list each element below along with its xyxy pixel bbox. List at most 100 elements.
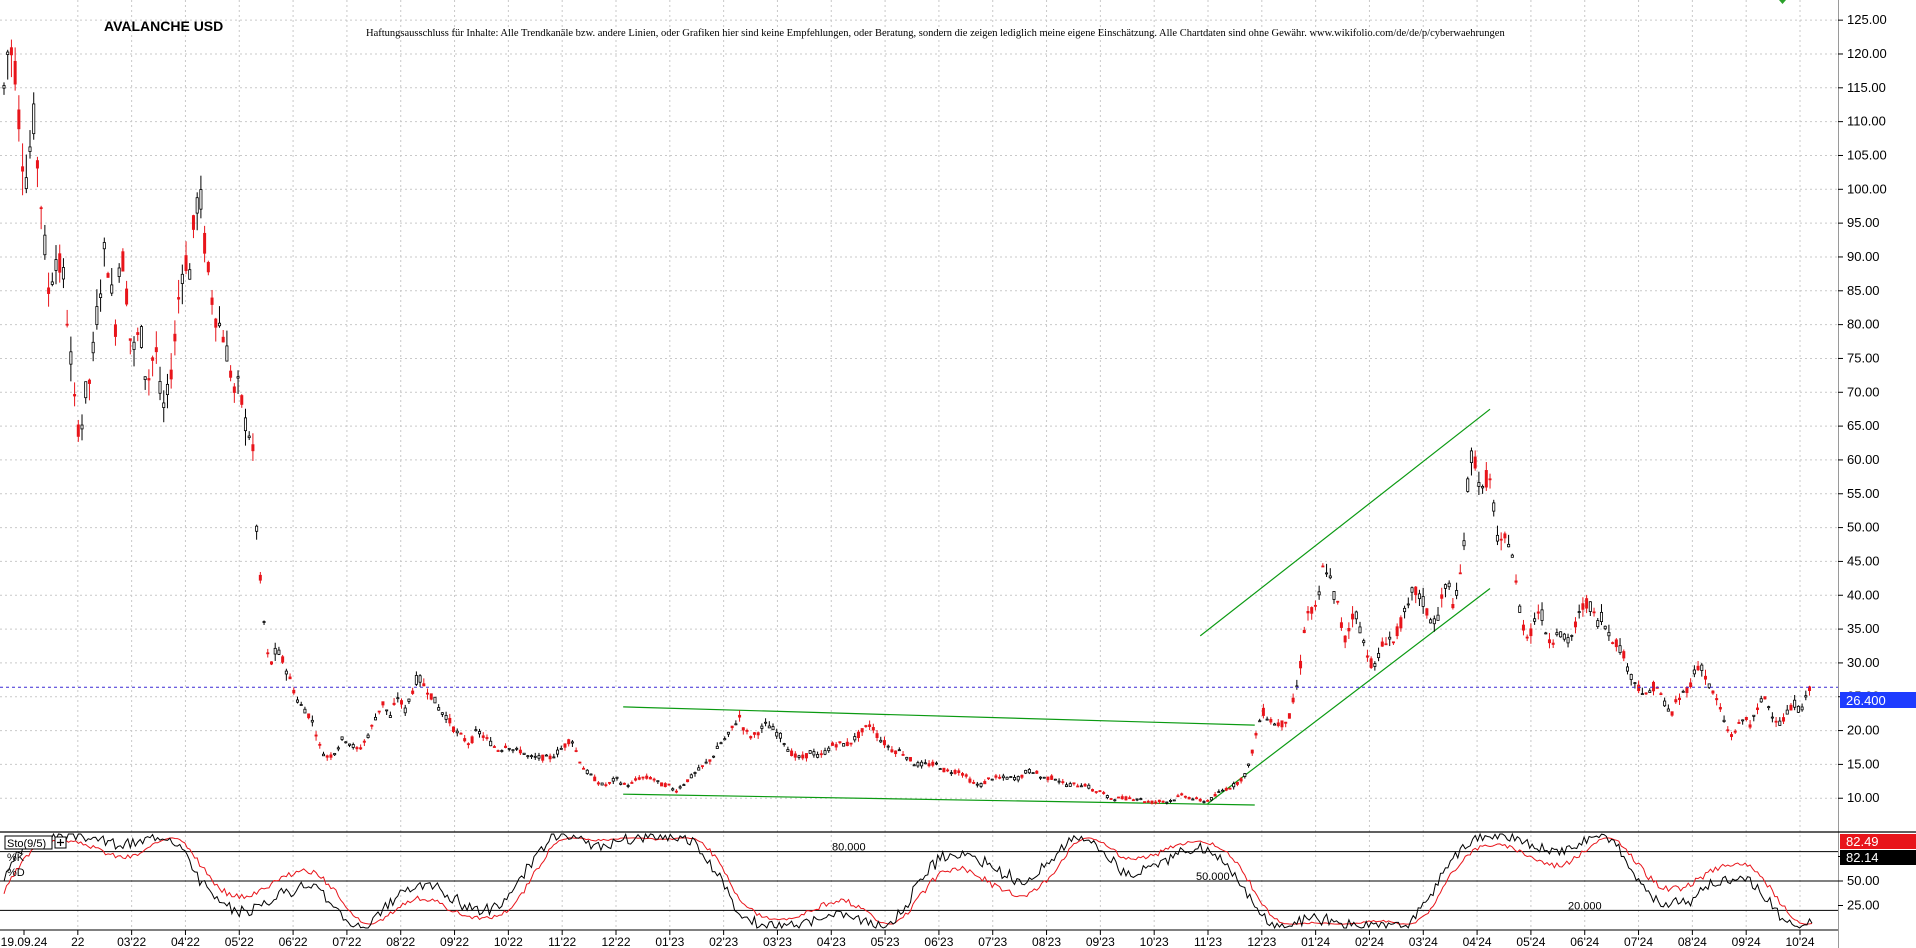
candle-body: [1640, 693, 1644, 696]
candle-body: [1525, 636, 1529, 639]
candle-body: [634, 778, 638, 781]
candle-body: [117, 267, 121, 277]
candle-body: [1804, 695, 1808, 698]
candle-body: [448, 717, 452, 724]
candle-body: [1005, 776, 1009, 780]
x-tick-label: 07'22: [332, 935, 361, 948]
candle-body: [151, 357, 155, 361]
candle-body: [697, 767, 701, 771]
candle-body: [418, 675, 422, 683]
x-tick-label: 03'23: [763, 935, 792, 948]
candle-body: [1529, 628, 1533, 637]
candle-body: [1143, 801, 1147, 804]
x-tick-label: 04'24: [1463, 935, 1492, 948]
candle-body: [797, 755, 801, 758]
candle-body: [1284, 721, 1288, 724]
candle-body: [1235, 781, 1239, 785]
candle-body: [682, 784, 686, 786]
candle-body: [771, 726, 775, 731]
candle-body: [1243, 773, 1247, 777]
candle-body: [1310, 607, 1314, 614]
candle-body: [775, 731, 779, 737]
candle-body: [1759, 698, 1763, 703]
candle-body: [1782, 717, 1786, 722]
candle-body: [1607, 632, 1611, 637]
candle-body: [1481, 486, 1485, 489]
candle-body: [1700, 664, 1704, 671]
candle-body: [957, 770, 961, 773]
candle-body: [388, 715, 392, 718]
candle-body: [723, 738, 727, 741]
candle-body: [712, 755, 716, 758]
candle-body: [671, 788, 675, 791]
candle-body: [719, 742, 723, 745]
candle-body: [1172, 799, 1176, 802]
candle-body: [1689, 682, 1693, 688]
candle-body: [938, 768, 942, 770]
candle-body: [845, 741, 849, 747]
candle-body: [69, 351, 73, 365]
candle-body: [1131, 799, 1135, 802]
current-price-tag: [1840, 692, 1916, 708]
candle-body: [1495, 534, 1499, 542]
candle-body: [1622, 651, 1626, 659]
y-tick-label: 100.00: [1847, 181, 1887, 196]
candle-body: [1547, 639, 1551, 644]
candle-body: [630, 782, 634, 784]
candle-body: [210, 297, 214, 305]
candle-body: [1733, 730, 1737, 733]
candle-body: [871, 727, 875, 731]
candle-body: [429, 693, 433, 700]
candle-body: [1157, 799, 1161, 803]
disclaimer-text: Haftungsausschluss für Inhalte: Alle Tre…: [366, 28, 1505, 39]
x-tick-label: 08'23: [1032, 935, 1061, 948]
candle-body: [1611, 642, 1615, 644]
x-tick-label: 01'23: [655, 935, 684, 948]
candle-body: [1027, 769, 1031, 774]
candle-body: [61, 267, 65, 280]
candle-body: [403, 707, 407, 714]
candle-body: [1165, 801, 1169, 804]
candle-body: [1503, 533, 1507, 539]
x-tick-label: 04'22: [171, 935, 200, 948]
candle-body: [589, 773, 593, 776]
x-tick-label: 06'24: [1570, 935, 1599, 948]
candle-body: [1566, 637, 1570, 644]
candle-body: [1150, 800, 1154, 804]
candle-body: [318, 743, 322, 746]
candle-body: [1785, 709, 1789, 715]
candle-body: [132, 341, 136, 350]
indicator-name: Sto(9/5): [7, 838, 46, 850]
candle-body: [704, 761, 708, 764]
candle-body: [466, 743, 470, 746]
candle-body: [1778, 720, 1782, 726]
candle-body: [481, 735, 485, 738]
stoch-k-line: [3, 832, 1813, 930]
candle-body: [830, 742, 834, 746]
candle-body: [1325, 572, 1329, 575]
candle-body: [437, 707, 441, 711]
candle-body: [897, 749, 901, 752]
candle-body: [1618, 645, 1622, 653]
x-tick-label: 10'24: [1786, 935, 1815, 948]
candle-body: [559, 748, 563, 750]
candle-body: [452, 726, 456, 732]
candle-body: [1091, 789, 1095, 792]
candle-body: [17, 109, 21, 130]
candle-body: [1302, 629, 1306, 634]
candle-body: [541, 754, 545, 761]
candle-body: [741, 727, 745, 731]
candle-body: [1507, 543, 1511, 548]
candle-body: [392, 702, 396, 705]
candle-body: [340, 736, 344, 740]
price-axis-labels: 125.00 120.00 115.00 110.00 105.00 100.00 95.0…: [1838, 12, 1887, 805]
d-legend: %D: [7, 867, 25, 879]
plus-icon: [57, 839, 64, 846]
candle-body: [1105, 795, 1109, 798]
candle-body: [1057, 780, 1061, 783]
k-value-label: 82.14: [1846, 850, 1879, 865]
candle-body: [819, 753, 823, 756]
candle-body: [1117, 796, 1121, 799]
y-tick-label: 50.00: [1847, 520, 1880, 535]
candle-body: [842, 743, 846, 747]
